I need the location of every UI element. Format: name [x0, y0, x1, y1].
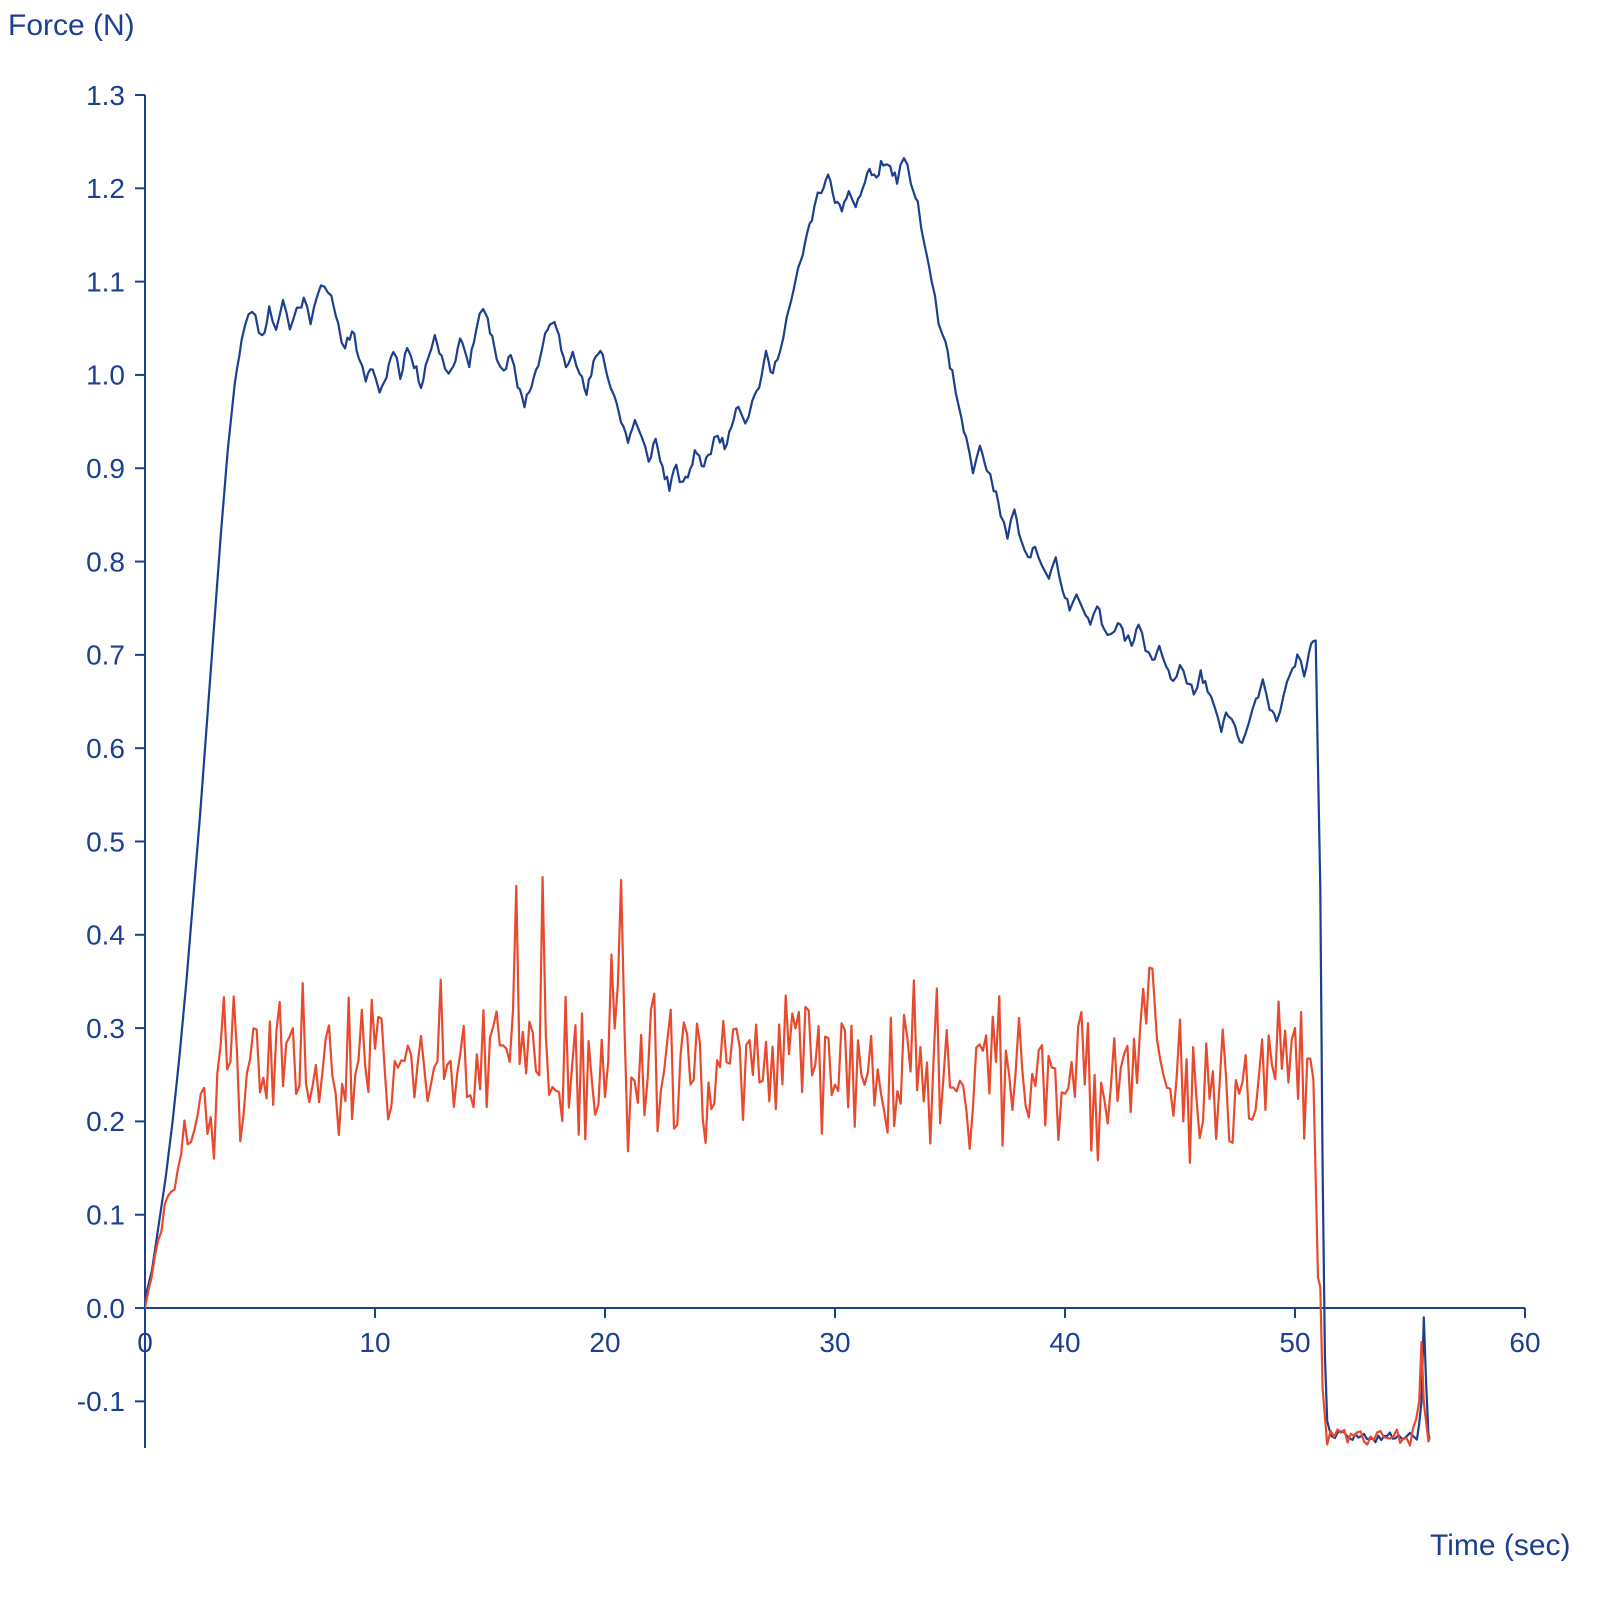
- x-tick-label: 30: [819, 1327, 850, 1358]
- y-tick-label: 0.5: [86, 826, 125, 857]
- x-tick-label: 60: [1509, 1327, 1540, 1358]
- y-axis-title: Force (N): [8, 9, 135, 42]
- y-tick-label: 1.2: [86, 173, 125, 204]
- y-tick-label: 1.0: [86, 360, 125, 391]
- series-blue: [145, 158, 1430, 1442]
- y-tick-label: 0.7: [86, 640, 125, 671]
- y-tick-label: 0.2: [86, 1106, 125, 1137]
- y-tick-label: -0.1: [77, 1386, 125, 1417]
- x-tick-label: 40: [1049, 1327, 1080, 1358]
- y-tick-label: 0.6: [86, 733, 125, 764]
- x-tick-label: 50: [1279, 1327, 1310, 1358]
- x-tick-label: 0: [137, 1327, 153, 1358]
- y-tick-label: 0.0: [86, 1293, 125, 1324]
- x-tick-label: 20: [589, 1327, 620, 1358]
- series-red: [145, 877, 1430, 1445]
- y-tick-label: 0.3: [86, 1013, 125, 1044]
- force-time-chart: 0 10 20 30 40 50 60 -0.1 0.0 0.1 0.2 0.3 0.4 0.5 0.6 0.…: [0, 0, 1600, 1600]
- x-axis-title: Time (sec): [1430, 1529, 1571, 1562]
- y-tick-label: 0.8: [86, 546, 125, 577]
- y-tick-label: 0.9: [86, 453, 125, 484]
- y-tick-label: 0.4: [86, 920, 125, 951]
- y-tick-label: 1.1: [86, 266, 125, 297]
- y-tick-label: 0.1: [86, 1200, 125, 1231]
- x-tick-label: 10: [359, 1327, 390, 1358]
- chart-svg: 0 10 20 30 40 50 60 -0.1 0.0 0.1 0.2 0.3 0.4 0.5 0.6 0.…: [0, 0, 1600, 1600]
- y-tick-label: 1.3: [86, 80, 125, 111]
